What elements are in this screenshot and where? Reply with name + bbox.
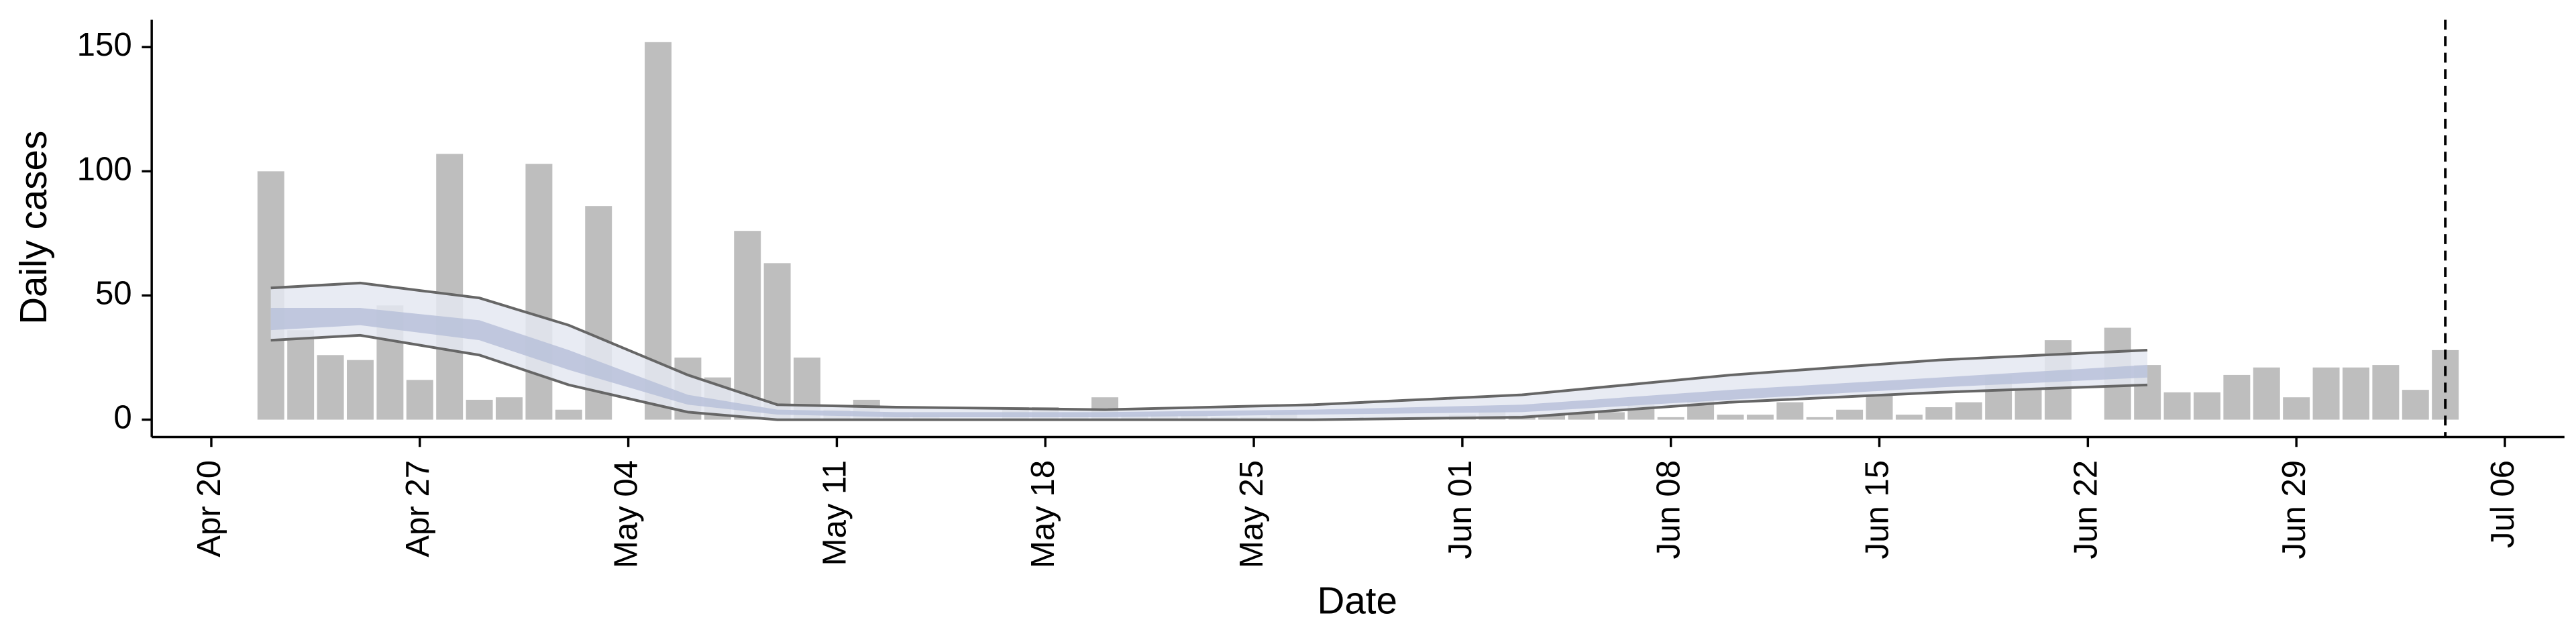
bar [347,360,374,420]
x-tick-label: May 11 [816,460,853,566]
bar [496,397,523,420]
x-tick-label: Jun 08 [1650,460,1687,559]
y-tick-label: 50 [95,274,132,311]
bound-line [270,333,2148,421]
bar [436,154,464,420]
y-tick-label: 150 [77,26,132,63]
bar [2223,374,2251,420]
bar [1806,417,1833,420]
bar [1866,394,1893,420]
y-tick-label: 100 [77,150,132,187]
x-tick-label: Jun 15 [1859,460,1896,559]
bar [1597,412,1625,420]
x-tick-label: May 18 [1024,460,1061,568]
bar [1836,409,1864,420]
bar [2402,390,2429,420]
bar [287,330,315,420]
bar [2163,392,2191,420]
x-tick-label: Jun 01 [1442,460,1479,559]
bound-line [270,281,2148,411]
bar [317,355,344,420]
bar [1746,415,1774,420]
bar [1895,415,1923,420]
bar [1538,415,1566,420]
bar [1925,407,1953,420]
x-tick-label: Jun 29 [2275,460,2312,559]
bar [2342,367,2369,420]
inner-band [270,307,2148,417]
bar [1657,417,1684,420]
x-tick-label: Apr 27 [399,460,436,557]
bar [525,164,553,420]
bar [466,399,493,420]
x-tick-label: May 25 [1233,460,1270,568]
bar [555,409,582,420]
bar [1955,402,1982,420]
y-tick-label: 0 [113,399,131,436]
outer-band [270,282,2148,420]
bar [763,263,791,420]
x-tick-label: Jun 22 [2067,460,2104,559]
x-tick-label: May 04 [608,460,645,568]
bar [2015,390,2042,420]
bar [2283,397,2310,420]
bar [1776,402,1804,420]
bar [406,380,433,420]
y-axis-title: Daily cases [12,131,54,325]
bar [1717,415,1744,420]
x-axis-title: Date [1318,580,1397,622]
bar [2193,392,2220,420]
bar [1568,412,1595,420]
bar [2372,365,2400,420]
x-tick-label: Apr 20 [191,460,227,557]
bar [645,42,672,420]
bar [2253,367,2280,420]
bar [2312,367,2340,420]
bar [734,231,761,420]
x-tick-label: Jul 06 [2484,460,2521,548]
